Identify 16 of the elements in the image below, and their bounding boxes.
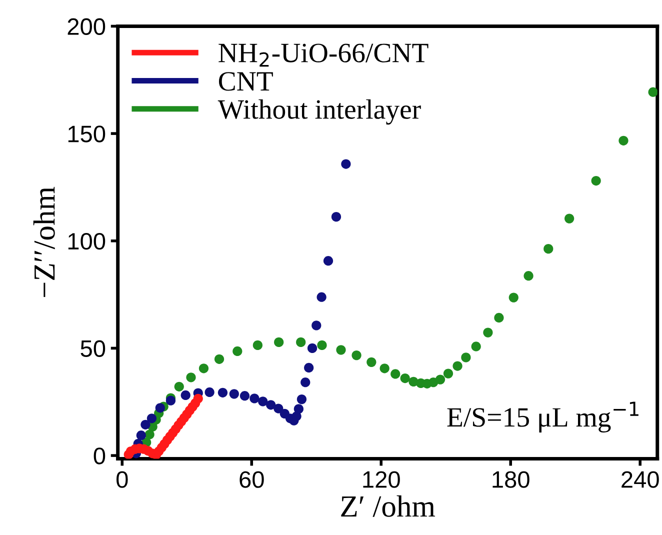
y-tick-label: 50 [80,340,106,357]
legend-label: Without interlayer [218,99,421,125]
y-axis-title: −Z′′/ohm [33,186,55,297]
x-axis-title: Z′ /ohm [341,495,436,517]
y-tick-label: 100 [68,232,106,250]
annotation: E/S=15 μL mg$^{−1}$ [447,402,638,432]
x-tick-label: 120 [363,471,400,488]
y-tick-label: 0 [94,448,106,464]
legend-label: CNT [218,72,273,91]
x-tick-label: 0 [116,471,128,488]
legend-label: NH$_{2}$-UiO-66/CNT [218,44,428,67]
x-tick-label: 180 [492,471,530,488]
x-tick-label: 240 [622,471,659,488]
y-tick-label: 150 [68,126,106,142]
y-tick-label: 200 [68,18,106,36]
x-tick-label: 60 [240,471,264,488]
